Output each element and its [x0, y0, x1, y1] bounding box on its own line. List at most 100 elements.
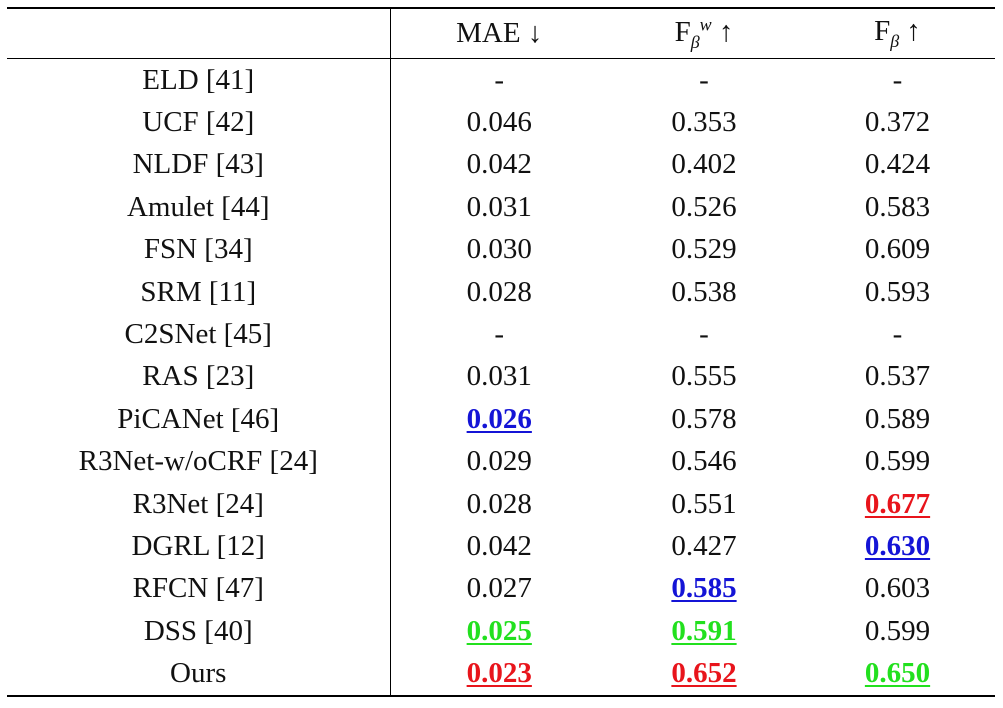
fb-value: 0.593: [864, 275, 931, 308]
fb-cell: 0.424: [800, 144, 995, 186]
fbw-cell: 0.591: [608, 610, 800, 652]
fbw-cell: 0.529: [608, 229, 800, 271]
table-row: FSN [34] 0.030 0.529 0.609: [7, 228, 995, 271]
fbw-cell: 0.652: [608, 652, 800, 697]
method-cell: RAS [23]: [7, 355, 391, 399]
mae-value: 0.031: [466, 360, 532, 393]
mae-cell: 0.042: [390, 144, 608, 186]
mae-value: 0.029: [466, 445, 532, 478]
table-body: ELD [41] - - - UCF [42] 0.046 0.353 0.372 NLDF […: [7, 58, 995, 697]
mae-value: 0.026: [466, 402, 532, 435]
method-cell: NLDF [43]: [7, 143, 391, 187]
table-row: Ours 0.023 0.652 0.650: [7, 652, 995, 697]
fbw-value: 0.353: [671, 106, 737, 139]
fb-value: 0.583: [864, 190, 931, 223]
mae-value: 0.031: [466, 190, 532, 223]
fb-value: 0.603: [864, 572, 931, 605]
fb-value: 0.650: [864, 657, 931, 690]
mae-cell: 0.028: [390, 483, 608, 525]
mae-cell: 0.031: [390, 356, 608, 398]
fb-value: 0.372: [864, 106, 931, 139]
method-cell: FSN [34]: [7, 228, 391, 271]
table-row: R3Net [24] 0.028 0.551 0.677: [7, 482, 995, 526]
mae-cell: 0.027: [390, 568, 608, 610]
method-cell: UCF [42]: [7, 101, 391, 144]
fb-cell: 0.650: [800, 652, 995, 697]
table-row: NLDF [43] 0.042 0.402 0.424: [7, 143, 995, 187]
fbw-value: 0.578: [671, 402, 737, 435]
mae-cell: 0.028: [390, 271, 608, 313]
method-cell: RFCN [47]: [7, 567, 391, 611]
mae-value: -: [494, 63, 505, 96]
mae-value: 0.030: [466, 233, 532, 266]
mae-value: 0.023: [466, 657, 532, 690]
table-row: Amulet [44] 0.031 0.526 0.583: [7, 186, 995, 229]
fbw-cell: 0.546: [608, 441, 800, 483]
fb-value: 0.599: [864, 614, 931, 647]
fb-cell: 0.537: [800, 356, 995, 398]
mae-cell: 0.023: [390, 652, 608, 697]
table-row: DGRL [12] 0.042 0.427 0.630: [7, 525, 995, 568]
fbw-cell: 0.585: [608, 568, 800, 610]
fbw-value: 0.555: [671, 360, 737, 393]
header-fb-label: Fβ ↑: [874, 15, 921, 51]
mae-value: 0.046: [466, 106, 532, 139]
table-header: MAE ↓ Fβw ↑ Fβ ↑: [7, 7, 995, 59]
fbw-value: 0.585: [671, 572, 737, 605]
fb-cell: 0.609: [800, 229, 995, 271]
header-fb: Fβ ↑: [800, 7, 995, 59]
fb-value: 0.599: [864, 445, 931, 478]
mae-value: 0.028: [466, 275, 532, 308]
method-cell: R3Net [24]: [7, 482, 391, 526]
fbw-value: 0.526: [671, 190, 737, 223]
fb-cell: 0.599: [800, 441, 995, 483]
method-cell: PiCANet [46]: [7, 398, 391, 441]
fb-value: 0.630: [864, 529, 931, 562]
method-cell: C2SNet [45]: [7, 313, 391, 356]
mae-cell: 0.042: [390, 525, 608, 567]
fb-cell: 0.372: [800, 101, 995, 143]
header-fbw-label: Fβw ↑: [674, 14, 734, 53]
fbw-value: 0.652: [671, 657, 737, 690]
header-mae: MAE ↓: [390, 7, 608, 59]
method-cell: ELD [41]: [7, 58, 391, 102]
fb-cell: 0.677: [800, 483, 995, 525]
mae-value: 0.025: [466, 614, 532, 647]
fbw-cell: 0.538: [608, 271, 800, 313]
method-cell: Ours: [7, 652, 391, 697]
mae-value: 0.042: [466, 529, 532, 562]
fb-value: 0.609: [864, 233, 931, 266]
fbw-cell: 0.555: [608, 356, 800, 398]
method-cell: SRM [11]: [7, 270, 391, 314]
fbw-cell: -: [608, 313, 800, 355]
fb-cell: 0.583: [800, 186, 995, 228]
header-fbw: Fβw ↑: [608, 7, 800, 59]
fb-cell: 0.599: [800, 610, 995, 652]
fb-cell: 0.593: [800, 271, 995, 313]
table-row: SRM [11] 0.028 0.538 0.593: [7, 270, 995, 314]
fbw-value: 0.538: [671, 275, 737, 308]
mae-cell: -: [390, 313, 608, 355]
fb-value: -: [892, 318, 903, 351]
fb-value: 0.677: [864, 487, 931, 520]
table-row: DSS [40] 0.025 0.591 0.599: [7, 610, 995, 653]
fbw-value: 0.591: [671, 614, 737, 647]
table-row: UCF [42] 0.046 0.353 0.372: [7, 101, 995, 144]
mae-cell: 0.046: [390, 101, 608, 143]
fb-cell: 0.603: [800, 568, 995, 610]
fb-cell: 0.589: [800, 398, 995, 440]
fb-value: 0.424: [864, 148, 931, 181]
fbw-value: -: [699, 63, 709, 96]
table-row: PiCANet [46] 0.026 0.578 0.589: [7, 398, 995, 441]
fbw-cell: 0.551: [608, 483, 800, 525]
header-row: MAE ↓ Fβw ↑ Fβ ↑: [7, 7, 995, 59]
fb-cell: -: [800, 313, 995, 355]
mae-cell: 0.030: [390, 229, 608, 271]
fbw-value: 0.427: [671, 529, 737, 562]
mae-value: -: [494, 318, 505, 351]
fbw-value: 0.402: [671, 148, 737, 181]
fb-cell: -: [800, 59, 995, 102]
mae-cell: 0.026: [390, 398, 608, 440]
method-cell: DGRL [12]: [7, 525, 391, 568]
fbw-cell: -: [608, 59, 800, 102]
